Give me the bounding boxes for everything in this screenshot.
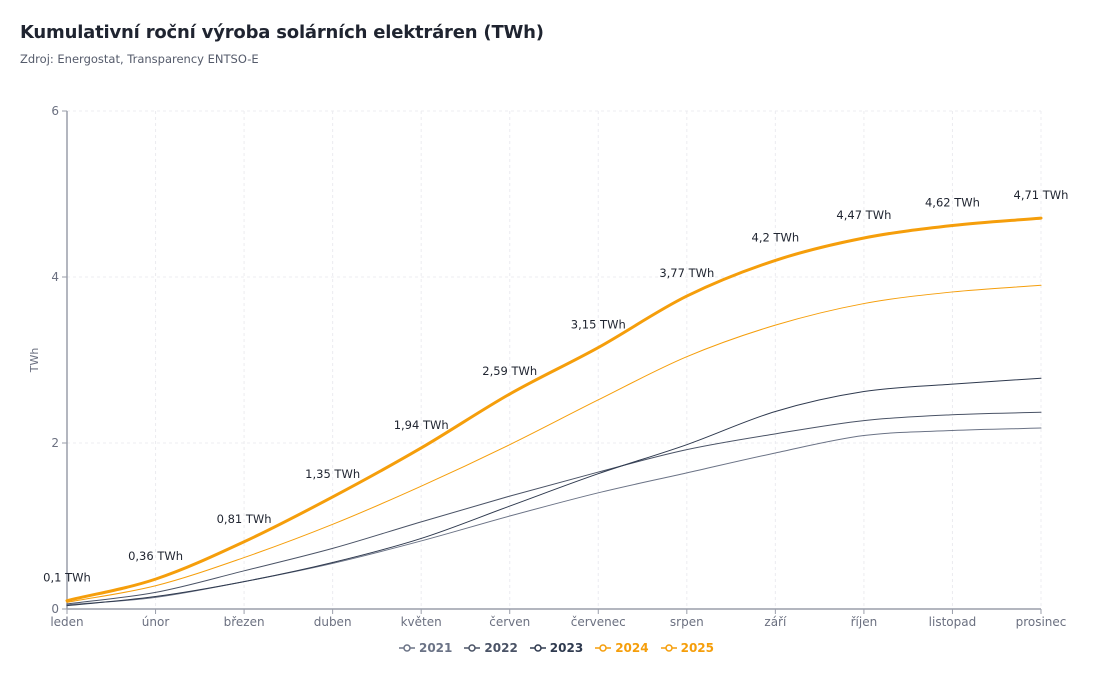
legend-item-2025[interactable]: 2025 [660, 641, 715, 655]
data-label: 4,2 TWh [752, 230, 800, 244]
y-tick-label: 2 [51, 436, 59, 450]
chart-subtitle: Zdroj: Energostat, Transparency ENTSO-E [20, 52, 259, 66]
legend-label: 2023 [549, 641, 584, 655]
data-label: 0,36 TWh [128, 549, 183, 563]
chart-title: Kumulativní roční výroba solárních elekt… [20, 22, 544, 43]
x-tick-label: prosinec [1016, 615, 1067, 629]
data-label: 1,94 TWh [394, 418, 449, 432]
data-label: 0,81 TWh [217, 512, 272, 526]
x-tick-label: listopad [929, 615, 977, 629]
legend-marker-icon [464, 644, 481, 652]
x-tick-label: únor [142, 615, 170, 629]
legend-marker-icon [398, 644, 415, 652]
legend: 2021 2022 2023 2024 2025 [0, 641, 1113, 655]
legend-item-2023[interactable]: 2023 [529, 641, 584, 655]
x-tick-label: leden [50, 615, 83, 629]
legend-label: 2021 [418, 641, 453, 655]
data-label: 4,47 TWh [836, 208, 891, 222]
data-label: 2,59 TWh [482, 364, 537, 378]
data-label: 1,35 TWh [305, 467, 360, 481]
data-label: 3,15 TWh [571, 318, 626, 332]
x-tick-label: březen [224, 615, 265, 629]
data-label: 4,71 TWh [1014, 188, 1069, 202]
data-label: 4,62 TWh [925, 196, 980, 210]
legend-marker-icon [529, 644, 546, 652]
y-tick-label: 4 [51, 270, 59, 284]
legend-item-2022[interactable]: 2022 [464, 641, 518, 655]
y-tick-label: 0 [51, 602, 59, 616]
y-tick-label: 6 [51, 104, 59, 118]
x-tick-label: červenec [571, 615, 626, 629]
series-line-2025 [65, 216, 1043, 603]
legend-label: 2025 [680, 641, 715, 655]
series-line-2023 [66, 377, 1042, 607]
x-tick-label: říjen [851, 615, 878, 629]
x-tick-label: září [764, 615, 787, 629]
x-tick-label: červen [489, 615, 530, 629]
x-tick-label: srpen [670, 615, 704, 629]
series-line-2022 [66, 411, 1042, 605]
data-label: 3,77 TWh [659, 266, 714, 280]
legend-label: 2024 [615, 641, 649, 655]
y-axis-title: TWh [28, 348, 41, 374]
legend-marker-icon [595, 644, 612, 652]
legend-item-2021[interactable]: 2021 [398, 641, 453, 655]
legend-label: 2022 [484, 641, 518, 655]
series-line-2024 [66, 284, 1042, 603]
legend-marker-icon [660, 644, 677, 652]
x-tick-label: duben [314, 615, 352, 629]
data-label: 0,1 TWh [43, 571, 91, 585]
x-tick-label: květen [401, 615, 442, 629]
legend-item-2024[interactable]: 2024 [595, 641, 649, 655]
